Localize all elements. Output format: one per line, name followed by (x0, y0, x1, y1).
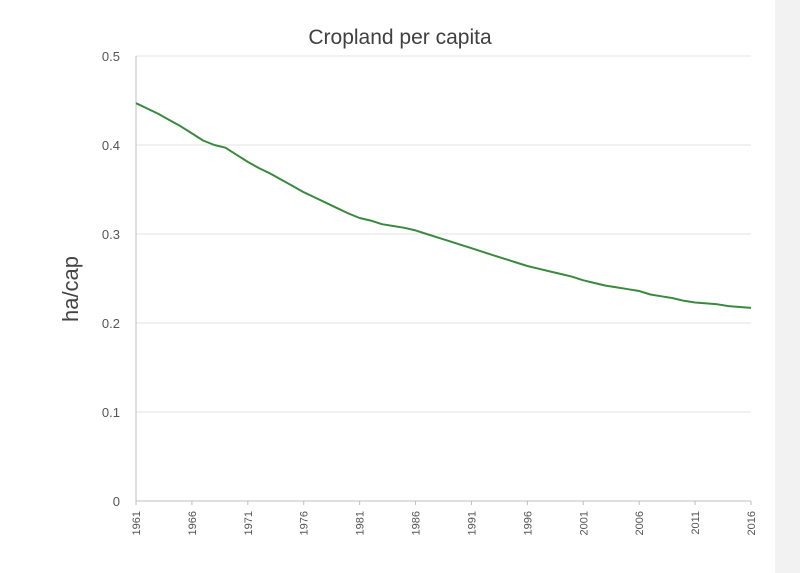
x-tick-label: 1986 (411, 511, 423, 535)
x-tick-label: 1971 (243, 511, 255, 535)
y-tick-label: 0.2 (102, 316, 120, 331)
series-line (135, 102, 752, 309)
y-tick-label: 0.4 (102, 138, 120, 153)
y-tick-label: 0.1 (102, 405, 120, 420)
x-tick-label: 1966 (187, 511, 199, 535)
x-tick-label: 1981 (355, 511, 367, 535)
y-tick-label: 0 (113, 494, 120, 509)
y-axis-label: ha/cap (58, 256, 83, 322)
x-tick-label: 2011 (690, 511, 702, 535)
x-tick-label: 1996 (522, 511, 534, 535)
line-chart: Cropland per capita ha/cap 0 0.1 0.2 0.3 0.4… (58, 26, 758, 535)
y-tick-label: 0.3 (102, 227, 120, 242)
chart-card: Cropland per capita ha/cap 0 0.1 0.2 0.3 0.4… (58, 26, 758, 536)
x-tick-label: 2006 (634, 511, 646, 535)
x-tick-label: 2016 (746, 511, 758, 535)
chart-title: Cropland per capita (308, 26, 492, 49)
x-tick-label: 1991 (466, 511, 478, 535)
x-tick-label: 1961 (131, 511, 143, 535)
x-tick-label: 1976 (299, 511, 311, 535)
x-tick-label: 2001 (578, 511, 590, 535)
y-tick-label: 0.5 (102, 49, 120, 64)
